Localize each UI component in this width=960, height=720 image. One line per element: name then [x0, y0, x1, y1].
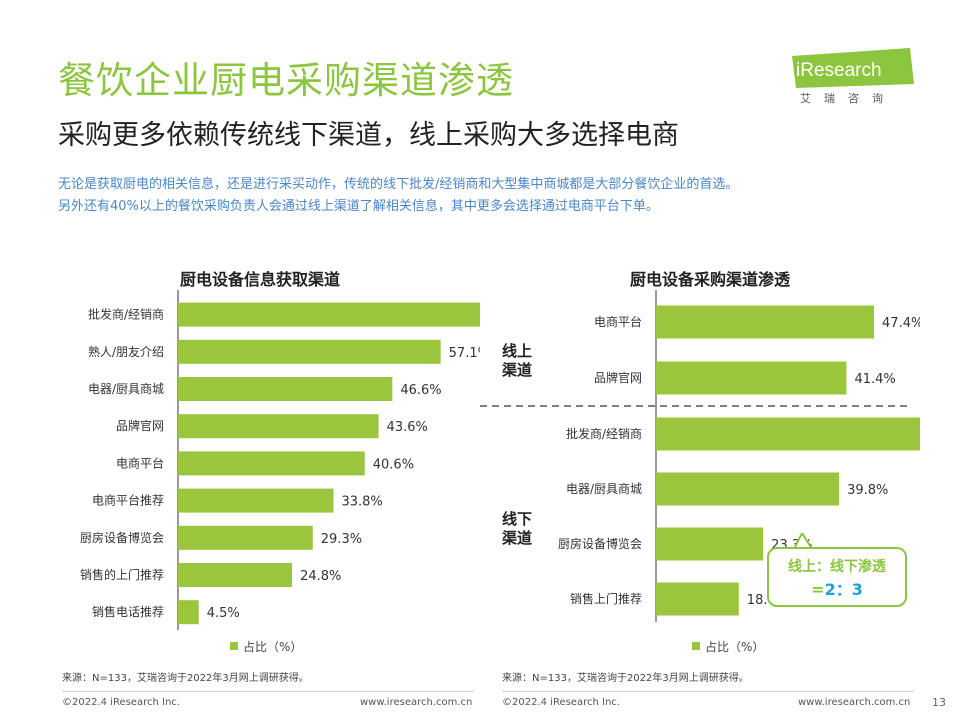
chart1-value-label: 57.1% — [449, 346, 480, 361]
chart2-legend: 占比（%） — [692, 638, 764, 655]
chart1-source: 来源：N=133，艾瑞咨询于2022年3月网上调研获得。 — [62, 673, 309, 684]
chart2-value-label: 47.4% — [882, 316, 920, 331]
footer-copyright-right: ©2022.4 iResearch Inc. — [502, 697, 620, 708]
chart2-bar — [656, 361, 847, 395]
callout-line-1: 线上：线下渗透 — [788, 559, 886, 575]
chart1-category-label: 销售电话推荐 — [92, 604, 164, 619]
footer-divider-right — [502, 691, 914, 692]
chart2-category-label: 厨房设备博览会 — [558, 536, 642, 551]
chart1-bar — [178, 563, 293, 587]
chart2-value-label: 41.4% — [854, 372, 895, 387]
footer-website-left: www.iresearch.com.cn — [360, 697, 473, 708]
chart2-group-label-line: 线下 — [502, 510, 532, 528]
description-line-2: 另外还有40%以上的餐饮采购负责人会通过线上渠道了解相关信息，其中更多会选择通过… — [58, 199, 659, 214]
chart1-category-label: 电商平台 — [116, 455, 164, 470]
chart1-value-label: 24.8% — [300, 569, 341, 584]
logo-shape-icon — [792, 48, 914, 88]
chart2-value-label: 39.8% — [847, 483, 888, 498]
footer-website-right: www.iresearch.com.cn — [798, 697, 911, 708]
chart1-category-label: 批发商/经销商 — [88, 307, 164, 322]
chart1-plot: 批发商/经销商67.7%熟人/朋友介绍57.1%电器/厨具商城46.6%品牌官网… — [80, 290, 480, 630]
chart1-bar — [178, 488, 334, 513]
chart2-plot: 线上渠道电商平台47.4%品牌官网41.4%线下渠道批发商/经销商67.7%电器… — [480, 290, 920, 622]
chart1-value-label: 4.5% — [207, 606, 240, 621]
chart1-legend: 占比（%） — [230, 638, 302, 655]
chart1-category-label: 熟人/朋友介绍 — [88, 344, 164, 359]
chart1-title: 厨电设备信息获取渠道 — [179, 270, 340, 289]
iresearch-logo: iResearch 艾瑞咨询 — [792, 48, 922, 108]
chart1-value-label: 29.3% — [321, 532, 362, 547]
chart1-category-label: 厨房设备博览会 — [80, 530, 164, 545]
legend-swatch — [230, 642, 238, 650]
logo-subtitle: 艾瑞咨询 — [800, 92, 896, 105]
logo-wordmark: iResearch — [796, 60, 882, 81]
chart1-value-label: 33.8% — [341, 495, 382, 510]
chart2-bar — [656, 582, 739, 616]
chart2-group-label: 线下渠道 — [502, 510, 532, 547]
chart1-bar — [178, 451, 365, 476]
chart1-category-label: 销售的上门推荐 — [80, 567, 164, 582]
chart2-category-label: 电商平台 — [594, 314, 642, 329]
chart1-category-label: 电商平台推荐 — [92, 493, 164, 508]
callout-ratio: 2：3 — [824, 580, 863, 599]
chart2-group-label-line: 渠道 — [502, 361, 532, 379]
chart1-bar — [178, 339, 441, 364]
chart1-bar — [178, 525, 313, 550]
chart2-bar — [656, 417, 920, 451]
chart2-bar — [656, 472, 840, 506]
legend-swatch — [692, 642, 700, 650]
chart2-source: 来源：N=133，艾瑞咨询于2022年3月网上调研获得。 — [502, 673, 749, 684]
chart2-bar — [656, 305, 875, 339]
chart1-value-label: 43.6% — [387, 420, 428, 435]
chart2-bar — [656, 527, 764, 561]
chart1-legend-label: 占比（%） — [243, 640, 303, 654]
footer-copyright-left: ©2022.4 iResearch Inc. — [62, 697, 180, 708]
callout-line-2: =2：3 — [769, 576, 905, 600]
chart1-value-label: 46.6% — [400, 383, 441, 398]
chart1-bar — [178, 600, 199, 625]
chart2-group-label: 线上渠道 — [502, 342, 532, 379]
page-number: 13 — [932, 696, 946, 709]
ratio-callout: 线上：线下渗透 =2：3 — [767, 547, 907, 607]
chart1-bar — [178, 302, 480, 327]
chart1-category-label: 电器/厨具商城 — [88, 381, 164, 396]
chart1-category-label: 品牌官网 — [116, 418, 164, 433]
page-subtitle: 采购更多依赖传统线下渠道，线上采购大多选择电商 — [58, 120, 679, 151]
chart2-group-label-line: 渠道 — [502, 529, 532, 547]
chart2-category-label: 电器/厨具商城 — [566, 481, 642, 496]
chart1-bar — [178, 377, 393, 401]
chart2-legend-label: 占比（%） — [705, 640, 765, 654]
description-line-1: 无论是获取厨电的相关信息，还是进行采买动作，传统的线下批发/经销商和大型集中商城… — [58, 177, 739, 192]
chart2-category-label: 销售上门推荐 — [570, 591, 642, 606]
chart2-title: 厨电设备采购渠道渗透 — [629, 270, 790, 289]
chart1-value-label: 40.6% — [373, 457, 414, 472]
chart2-category-label: 批发商/经销商 — [566, 426, 642, 441]
page-title: 餐饮企业厨电采购渠道渗透 — [58, 59, 514, 102]
footer-divider-left — [62, 691, 474, 692]
chart2-category-label: 品牌官网 — [594, 370, 642, 385]
chart2-group-label-line: 线上 — [502, 342, 532, 360]
chart1-bar — [178, 414, 379, 439]
callout-equals: = — [811, 580, 825, 599]
